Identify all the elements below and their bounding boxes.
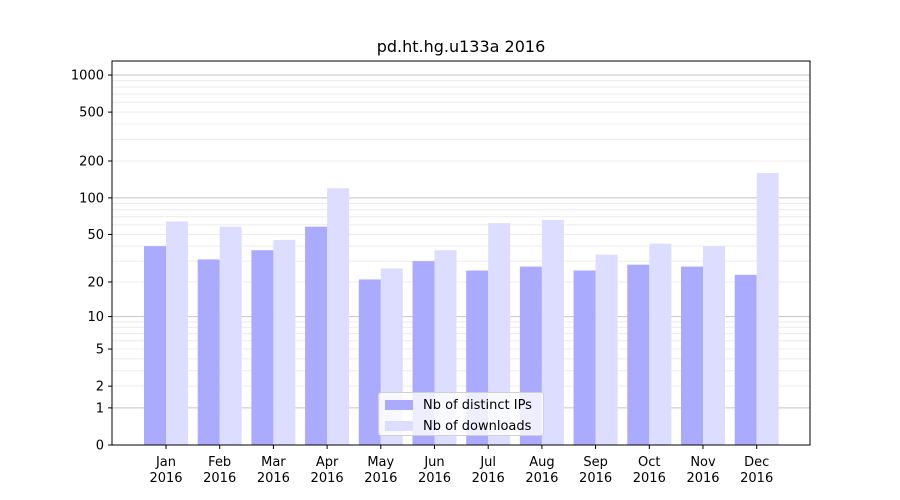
x-tick-label-year: 2016 (203, 471, 236, 486)
y-tick-label: 10 (87, 310, 104, 325)
x-tick-label-year: 2016 (686, 471, 719, 486)
x-tick-label-month: Jul (479, 455, 496, 470)
legend-label-downloads: Nb of downloads (423, 418, 532, 434)
bar-downloads (649, 243, 672, 445)
y-tick-label: 2 (96, 380, 104, 395)
x-tick-label-month: Nov (690, 455, 716, 470)
chart-title: pd.ht.hg.u133a 2016 (377, 37, 546, 56)
x-tick-label-year: 2016 (472, 471, 505, 486)
y-tick-label: 50 (87, 228, 104, 243)
x-tick-label-month: Aug (529, 455, 554, 470)
plot-frame (111, 60, 811, 446)
y-tick-label: 1000 (71, 69, 104, 84)
y-tick-label: 5 (96, 343, 104, 358)
bar-downloads (756, 172, 779, 446)
bar-downloads (595, 254, 618, 445)
bar-distinct-ips (197, 259, 220, 445)
bar-downloads (703, 246, 725, 445)
bar-downloads (219, 226, 242, 445)
y-tick-label: 200 (79, 155, 104, 170)
x-tick-label-year: 2016 (579, 471, 612, 486)
x-tick-label-month: Oct (638, 455, 660, 470)
bar-distinct-ips (305, 226, 328, 445)
x-tick-label-month: Mar (261, 455, 286, 470)
x-tick-label-year: 2016 (149, 471, 182, 486)
y-tick-label: 20 (87, 275, 104, 290)
x-tick-label-year: 2016 (311, 471, 344, 486)
legend-item-ips: Nb of distinct IPs (385, 396, 532, 414)
bar-distinct-ips (734, 274, 757, 445)
y-tick-label: 100 (79, 191, 104, 206)
x-tick-label-month: May (367, 455, 394, 470)
x-tick-label-year: 2016 (364, 471, 397, 486)
bar-downloads (327, 188, 350, 445)
bar-downloads (541, 219, 564, 445)
x-tick-label-year: 2016 (525, 471, 558, 486)
x-tick-label-year: 2016 (418, 471, 451, 486)
y-tick-label: 500 (79, 106, 104, 121)
x-tick-label-month: Dec (744, 455, 769, 470)
bar-distinct-ips (144, 246, 166, 445)
bar-downloads (166, 221, 188, 445)
legend: Nb of distinct IPs Nb of downloads (378, 392, 544, 436)
legend-swatch-downloads (385, 421, 413, 431)
y-tick-label: 1 (96, 401, 104, 416)
y-tick-label: 0 (96, 439, 104, 454)
x-tick-label-month: Jan (155, 455, 176, 470)
bar-downloads (273, 239, 296, 445)
x-tick-label-month: Apr (316, 455, 339, 470)
legend-item-downloads: Nb of downloads (385, 417, 531, 435)
x-tick-label-month: Sep (583, 455, 608, 470)
y-axis: 0 1 2 5 10 20 50 100 200 500 1000 (71, 69, 112, 454)
legend-label-ips: Nb of distinct IPs (423, 397, 532, 413)
x-tick-label-month: Jun (423, 455, 444, 470)
x-tick-label-year: 2016 (740, 471, 773, 486)
bar-distinct-ips (251, 250, 274, 445)
legend-swatch-ips (385, 400, 413, 410)
bar-distinct-ips (358, 279, 381, 445)
bar-downloads (488, 223, 511, 445)
x-tick-label-month: Feb (208, 455, 231, 470)
x-tick-label-year: 2016 (633, 471, 666, 486)
bar-distinct-ips (681, 266, 703, 445)
x-axis: Jan2016Feb2016Mar2016Apr2016May2016Jun20… (149, 445, 773, 486)
bar-distinct-ips (627, 264, 650, 445)
bar-distinct-ips (573, 270, 596, 445)
x-tick-label-year: 2016 (257, 471, 290, 486)
